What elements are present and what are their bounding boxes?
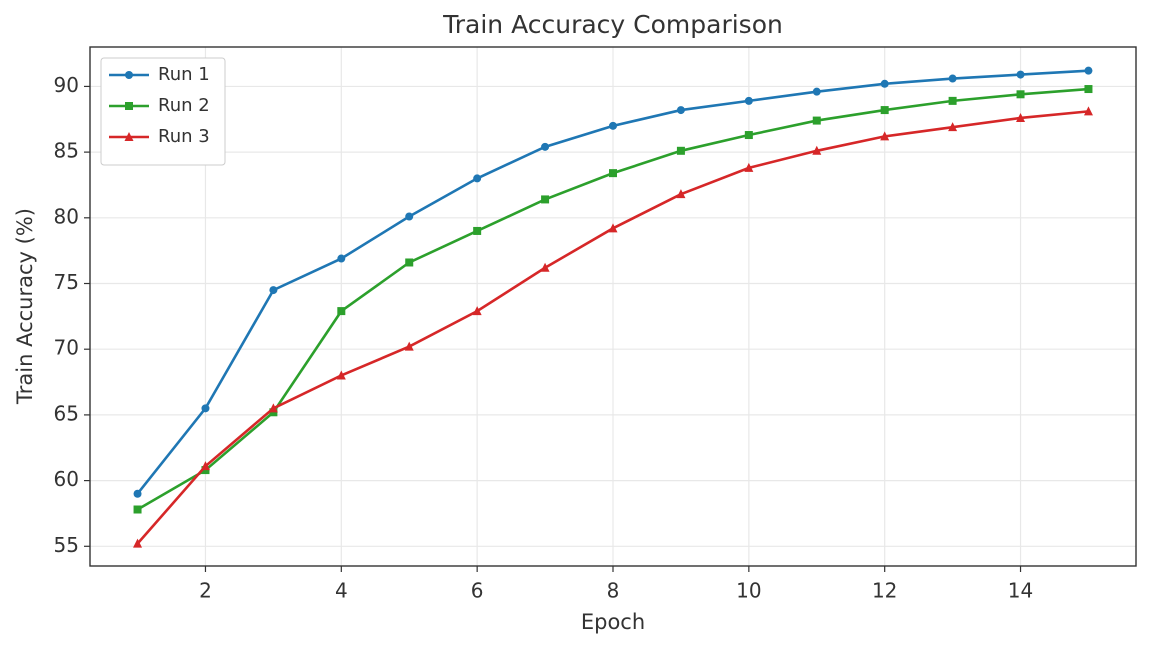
- data-point: [269, 286, 278, 295]
- x-tick-label: 12: [872, 579, 897, 603]
- data-point: [676, 146, 685, 155]
- legend-marker: [124, 132, 134, 141]
- y-tick-label: 65: [54, 401, 79, 425]
- y-tick-label: 80: [54, 204, 79, 228]
- data-point: [268, 403, 278, 413]
- data-point: [812, 145, 822, 155]
- data-point: [744, 96, 753, 105]
- x-tick-label: 8: [607, 579, 620, 603]
- data-point: [744, 162, 754, 172]
- data-point: [812, 87, 821, 96]
- data-point: [405, 258, 414, 267]
- y-tick-label: 75: [54, 270, 79, 294]
- x-tick-label: 4: [335, 579, 348, 603]
- legend-label: Run 3: [158, 126, 210, 147]
- data-point: [133, 538, 143, 548]
- data-point: [472, 306, 482, 316]
- y-tick-label: 60: [54, 467, 79, 491]
- y-tick-label: 70: [54, 336, 79, 360]
- data-point: [1016, 90, 1025, 99]
- data-point: [608, 223, 618, 233]
- plot-frame: [89, 46, 1137, 567]
- data-point: [676, 106, 685, 115]
- data-point: [880, 106, 889, 115]
- data-point: [337, 254, 346, 263]
- legend-marker: [125, 71, 133, 79]
- legend-label: Run 2: [158, 95, 210, 116]
- data-point: [133, 505, 142, 514]
- data-point: [948, 122, 958, 132]
- y-tick-label: 55: [54, 533, 79, 557]
- data-point: [473, 226, 482, 235]
- x-tick-label: 10: [736, 579, 761, 603]
- y-tick-label: 85: [54, 139, 79, 163]
- data-point: [404, 341, 414, 351]
- data-point: [200, 461, 210, 471]
- data-point: [337, 307, 346, 316]
- x-tick-label: 2: [199, 579, 212, 603]
- data-point: [948, 74, 957, 83]
- x-tick-label: 6: [471, 579, 484, 603]
- data-point: [540, 262, 550, 272]
- data-point: [1083, 106, 1093, 116]
- data-point: [880, 131, 890, 141]
- data-point: [1084, 85, 1093, 94]
- data-point: [201, 404, 210, 413]
- data-point: [880, 79, 889, 88]
- y-axis-label: Train Accuracy (%): [13, 208, 37, 405]
- data-point: [609, 121, 617, 130]
- data-point: [948, 96, 957, 105]
- chart-title: Train Accuracy Comparison: [442, 10, 783, 39]
- data-point: [1084, 66, 1093, 75]
- data-point: [812, 116, 821, 125]
- y-tick-label: 90: [54, 73, 79, 97]
- data-point: [676, 189, 686, 199]
- data-point: [336, 370, 346, 380]
- data-point: [133, 489, 142, 498]
- data-point: [1016, 70, 1025, 79]
- legend-marker: [125, 102, 133, 110]
- data-point: [609, 169, 617, 178]
- data-point: [1016, 112, 1026, 122]
- data-point: [541, 195, 550, 204]
- data-point: [473, 174, 482, 183]
- x-axis-label: Epoch: [581, 610, 645, 634]
- legend-label: Run 1: [158, 64, 210, 85]
- x-tick-label: 14: [1008, 579, 1033, 603]
- data-point: [744, 131, 753, 140]
- data-point: [541, 142, 550, 151]
- data-point: [405, 212, 414, 221]
